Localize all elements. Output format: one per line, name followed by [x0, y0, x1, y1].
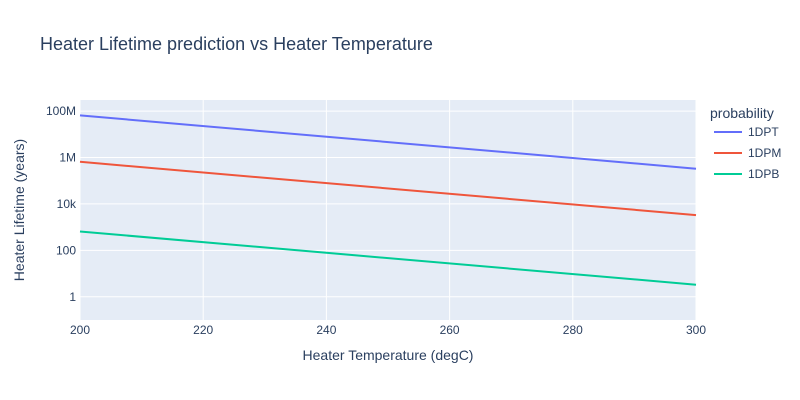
y-tick-label: 1 [69, 290, 76, 304]
chart-title: Heater Lifetime prediction vs Heater Tem… [40, 34, 433, 54]
y-tick-label: 100M [46, 104, 76, 118]
x-tick-labels: 200 220 240 260 280 300 [70, 323, 706, 337]
x-tick-label: 220 [193, 323, 213, 337]
x-axis-title: Heater Temperature (degC) [303, 347, 474, 363]
x-tick-label: 240 [316, 323, 336, 337]
y-axis-title: Heater Lifetime (years) [11, 139, 27, 281]
x-tick-label: 260 [440, 323, 460, 337]
x-tick-label: 280 [563, 323, 583, 337]
series-lines [79, 114, 697, 286]
y-tick-label: 100 [56, 243, 76, 257]
legend-label-1dpt: 1DPT [748, 125, 779, 139]
legend: probability 1DPT 1DPM 1DPB [710, 105, 781, 181]
x-tick-label: 200 [70, 323, 90, 337]
legend-label-1dpm: 1DPM [748, 146, 781, 160]
series-line-1dpt [79, 114, 697, 170]
series-line-1dpb [79, 230, 697, 286]
legend-label-1dpb: 1DPB [748, 167, 779, 181]
grid-lines [79, 100, 697, 320]
series-line-1dpm [79, 160, 697, 217]
x-tick-label: 300 [686, 323, 706, 337]
y-tick-label: 10k [57, 197, 77, 211]
legend-title: probability [710, 105, 774, 121]
plot-area [80, 100, 696, 320]
y-tick-labels: 1 100 10k 1M 100M [46, 104, 77, 304]
y-tick-label: 1M [59, 151, 76, 165]
